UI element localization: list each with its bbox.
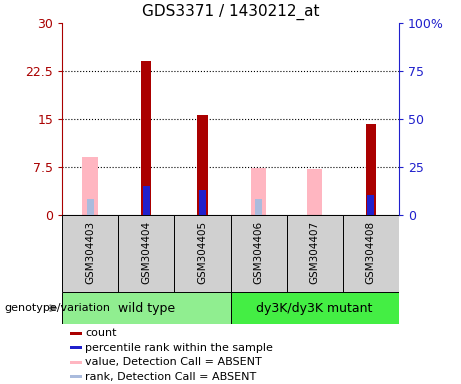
- Bar: [143, 186, 150, 215]
- Text: wild type: wild type: [118, 302, 175, 314]
- Bar: [62, 292, 230, 324]
- Bar: [255, 199, 262, 215]
- Bar: [83, 157, 98, 215]
- Bar: [62, 215, 118, 292]
- Text: GSM304408: GSM304408: [366, 221, 376, 284]
- Text: count: count: [85, 328, 117, 338]
- Text: GSM304406: GSM304406: [254, 221, 264, 284]
- Bar: [70, 361, 82, 364]
- Bar: [118, 215, 174, 292]
- Bar: [367, 195, 374, 215]
- Bar: [230, 292, 399, 324]
- Bar: [87, 199, 94, 215]
- Bar: [199, 190, 206, 215]
- Text: GSM304404: GSM304404: [142, 221, 151, 284]
- Text: dy3K/dy3K mutant: dy3K/dy3K mutant: [256, 302, 373, 314]
- Bar: [251, 168, 266, 215]
- Text: percentile rank within the sample: percentile rank within the sample: [85, 343, 273, 353]
- Bar: [197, 114, 207, 215]
- Bar: [230, 215, 287, 292]
- Bar: [343, 215, 399, 292]
- Text: rank, Detection Call = ABSENT: rank, Detection Call = ABSENT: [85, 371, 257, 382]
- Bar: [307, 169, 323, 215]
- Bar: [174, 215, 230, 292]
- Bar: [142, 61, 151, 215]
- Text: value, Detection Call = ABSENT: value, Detection Call = ABSENT: [85, 357, 262, 367]
- Bar: [70, 375, 82, 378]
- Text: GSM304403: GSM304403: [85, 221, 95, 284]
- Title: GDS3371 / 1430212_at: GDS3371 / 1430212_at: [142, 4, 319, 20]
- Bar: [70, 332, 82, 335]
- Bar: [287, 215, 343, 292]
- Text: GSM304407: GSM304407: [310, 221, 319, 284]
- Text: GSM304405: GSM304405: [197, 221, 207, 284]
- Text: genotype/variation: genotype/variation: [5, 303, 111, 313]
- Bar: [366, 124, 376, 215]
- Bar: [70, 346, 82, 349]
